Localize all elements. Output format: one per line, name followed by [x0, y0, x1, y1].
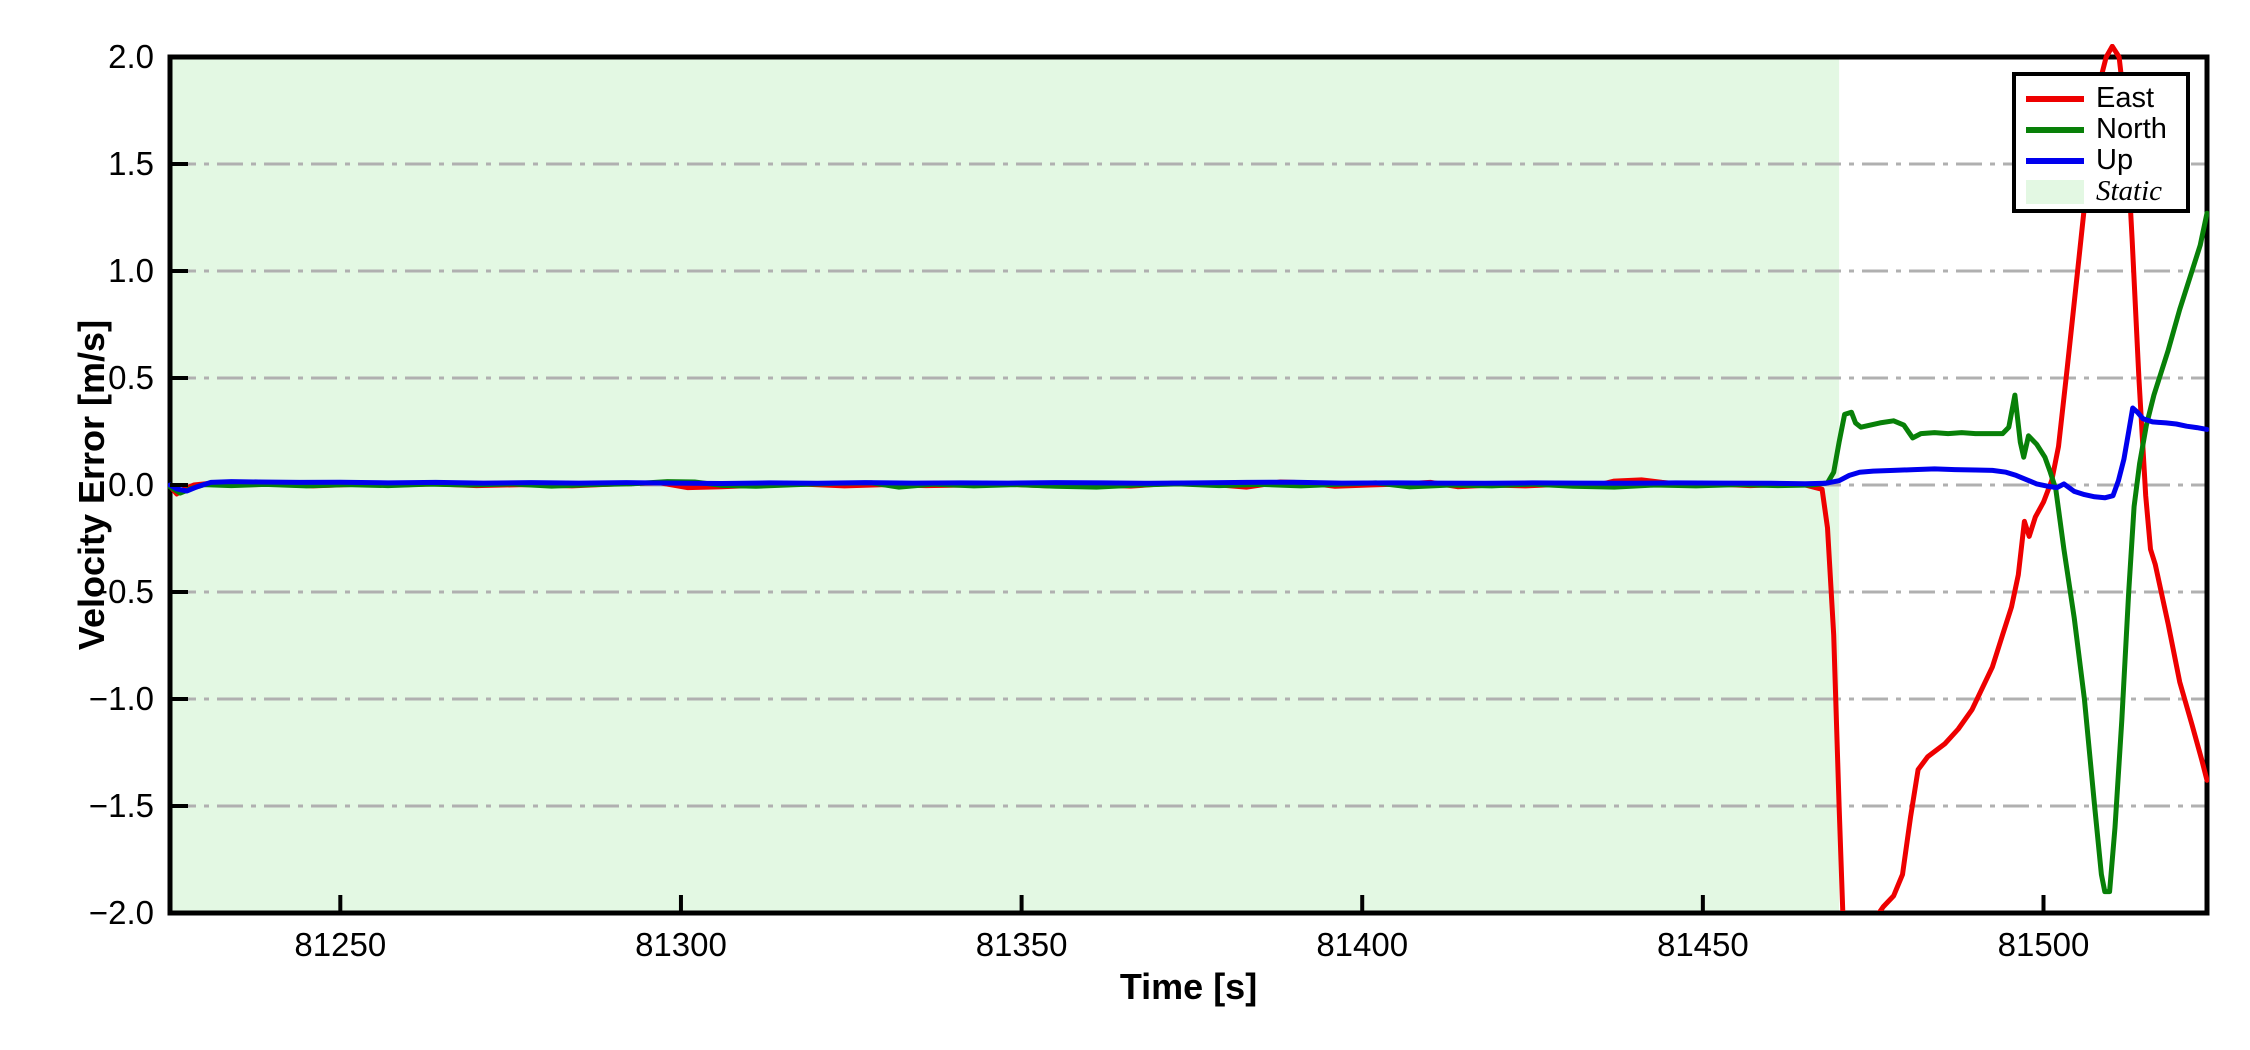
- x-tick-label-81400: 81400: [1316, 926, 1408, 963]
- legend-item-north: North: [2026, 114, 2186, 145]
- legend-label-up: Up: [2096, 144, 2134, 176]
- y-tick-label--1.5: −1.5: [89, 787, 154, 824]
- series-line-up: [168, 405, 2209, 501]
- y-tick-label--1: −1.0: [89, 680, 154, 717]
- x-axis-label: Time [s]: [1119, 966, 1258, 1007]
- y-tick-label--0.5: −0.5: [89, 573, 154, 610]
- legend-item-up: Up: [2026, 145, 2186, 176]
- legend-item-static: Static: [2026, 176, 2186, 207]
- x-tick-label-81300: 81300: [635, 926, 727, 963]
- legend-label-static: Static: [2096, 175, 2163, 207]
- y-tick-label-1: 1.0: [108, 252, 154, 289]
- x-tick-label-81250: 81250: [294, 926, 386, 963]
- legend-label-north: North: [2096, 113, 2167, 145]
- x-tick-label-81350: 81350: [976, 926, 1068, 963]
- y-tick-label-0.5: 0.5: [108, 359, 154, 396]
- north-line-swatch-icon: [2026, 126, 2084, 133]
- y-tick-label-1.5: 1.5: [108, 145, 154, 182]
- y-tick-label-2: 2.0: [108, 38, 154, 75]
- legend-label-east: East: [2096, 82, 2155, 114]
- legend-item-east: East: [2026, 83, 2186, 114]
- y-tick-label--2: −2.0: [89, 894, 154, 931]
- x-tick-label-81500: 81500: [1998, 926, 2090, 963]
- up-line-swatch-icon: [2026, 157, 2084, 164]
- east-line-swatch-icon: [2026, 95, 2084, 102]
- legend: East North Up Static: [2012, 72, 2190, 213]
- x-tick-label-81450: 81450: [1657, 926, 1749, 963]
- static-region-swatch-icon: [2026, 179, 2084, 204]
- y-tick-label-0: 0.0: [108, 466, 154, 503]
- y-axis-label: Velocity Error [m/s]: [71, 319, 112, 651]
